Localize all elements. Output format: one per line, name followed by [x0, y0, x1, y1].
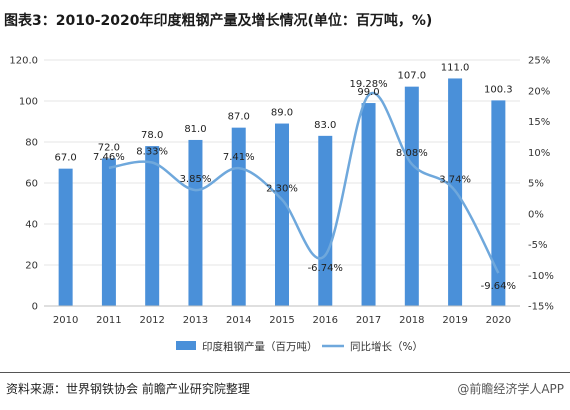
- bar-value-label: 89.0: [271, 108, 293, 119]
- line-series: [108, 91, 500, 274]
- x-tick-label: 2012: [139, 315, 164, 326]
- x-tick-label: 2010: [53, 315, 78, 326]
- axes: 0 20 40 60 80 100 120.0 -15% -10% -5% 0% 5% 10% 15% 20…: [9, 56, 553, 327]
- bar: [491, 100, 506, 306]
- legend: 印度粗钢产量（百万吨） 同比增长（%）: [176, 340, 423, 353]
- bar: [58, 168, 73, 306]
- y-right-tick-label: 15%: [528, 117, 550, 128]
- x-tick-label: 2017: [356, 315, 381, 326]
- bar-value-label: 72.0: [98, 142, 120, 153]
- y-right-tick-label: -10%: [528, 271, 554, 282]
- bar: [101, 158, 116, 306]
- x-tick-label: 2020: [486, 315, 511, 326]
- y-right-tick-label: 0%: [528, 209, 544, 220]
- bar-value-label: 78.0: [141, 130, 163, 141]
- y-right-tick-label: -15%: [528, 302, 554, 313]
- x-tick-label: 2013: [183, 315, 208, 326]
- line-value-label: 7.41%: [223, 152, 255, 163]
- line-value-label: 19.28%: [349, 79, 387, 90]
- bar-series: [58, 78, 506, 307]
- legend-bar-swatch: [176, 341, 196, 350]
- line-value-label: 7.46%: [93, 152, 125, 163]
- x-tick-label: 2018: [399, 315, 424, 326]
- y-left-tick-label: 100: [19, 97, 38, 108]
- x-tick-label: 2014: [226, 315, 251, 326]
- growth-line: [108, 91, 500, 274]
- footer-source: 资料来源：世界钢铁协会 前瞻产业研究院整理: [6, 382, 250, 396]
- footer-divider: [0, 372, 570, 373]
- line-value-label: -9.64%: [481, 281, 516, 292]
- bar: [145, 146, 160, 306]
- y-left-tick-label: 120.0: [9, 56, 38, 67]
- y-right-tick-label: -5%: [528, 240, 547, 251]
- y-right-tick-label: 25%: [528, 56, 550, 67]
- bar-value-label: 81.0: [184, 124, 206, 135]
- chart-title: 图表3：2010-2020年印度粗钢产量及增长情况(单位：百万吨，%): [4, 13, 433, 29]
- data-labels: 67.0 72.0 78.0 81.0 87.0 89.0 83.0 99.0 107.0 111…: [55, 62, 517, 292]
- y-left-tick-label: 80: [25, 138, 38, 149]
- line-value-label: 2.30%: [266, 184, 298, 195]
- line-value-label: 8.08%: [396, 148, 428, 159]
- bar-value-label: 107.0: [397, 71, 426, 82]
- bar: [188, 139, 203, 306]
- y-left-tick-label: 60: [25, 179, 38, 190]
- x-tick-label: 2015: [269, 315, 294, 326]
- bar-value-label: 67.0: [55, 153, 77, 164]
- x-tick-label: 2019: [442, 315, 467, 326]
- x-tick-label: 2011: [96, 315, 121, 326]
- y-right-tick-label: 10%: [528, 148, 550, 159]
- chart-svg: 67.0 72.0 78.0 81.0 87.0 89.0 83.0 99.0 107.0 111…: [9, 56, 553, 354]
- bar: [404, 86, 419, 307]
- y-left-tick-label: 0: [32, 302, 38, 313]
- bar: [318, 135, 333, 306]
- y-right-tick-label: 5%: [528, 179, 544, 190]
- y-left-tick-label: 40: [25, 220, 38, 231]
- x-tick-label: 2016: [313, 315, 338, 326]
- bar-value-label: 111.0: [441, 62, 470, 73]
- y-right-tick-label: 20%: [528, 86, 550, 97]
- bar: [231, 127, 246, 307]
- legend-line-label: 同比增长（%）: [350, 340, 423, 353]
- line-value-label: -6.74%: [308, 263, 343, 274]
- legend-bar-label: 印度粗钢产量（百万吨）: [202, 340, 318, 353]
- line-value-label: 3.74%: [439, 175, 471, 186]
- bar: [275, 123, 289, 306]
- footer-brand: @前瞻经济学人APP: [457, 382, 564, 396]
- bar: [361, 103, 376, 306]
- bar-value-label: 100.3: [484, 84, 513, 95]
- bar-value-label: 99.0: [357, 87, 379, 98]
- line-value-label: 3.85%: [180, 174, 212, 185]
- line-value-label: 8.33%: [136, 147, 168, 158]
- bar-value-label: 83.0: [314, 120, 336, 131]
- bar-value-label: 87.0: [228, 112, 250, 123]
- y-left-tick-label: 20: [25, 261, 38, 272]
